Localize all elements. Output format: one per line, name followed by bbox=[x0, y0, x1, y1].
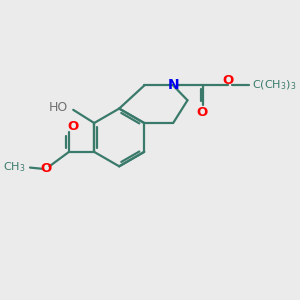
Text: C(CH$_3$)$_3$: C(CH$_3$)$_3$ bbox=[252, 79, 297, 92]
Text: HO: HO bbox=[49, 101, 68, 114]
Text: O: O bbox=[223, 74, 234, 87]
Text: N: N bbox=[167, 79, 179, 92]
Text: CH$_3$: CH$_3$ bbox=[2, 161, 25, 175]
Text: O: O bbox=[68, 120, 79, 133]
Text: O: O bbox=[41, 162, 52, 175]
Text: O: O bbox=[196, 106, 208, 119]
